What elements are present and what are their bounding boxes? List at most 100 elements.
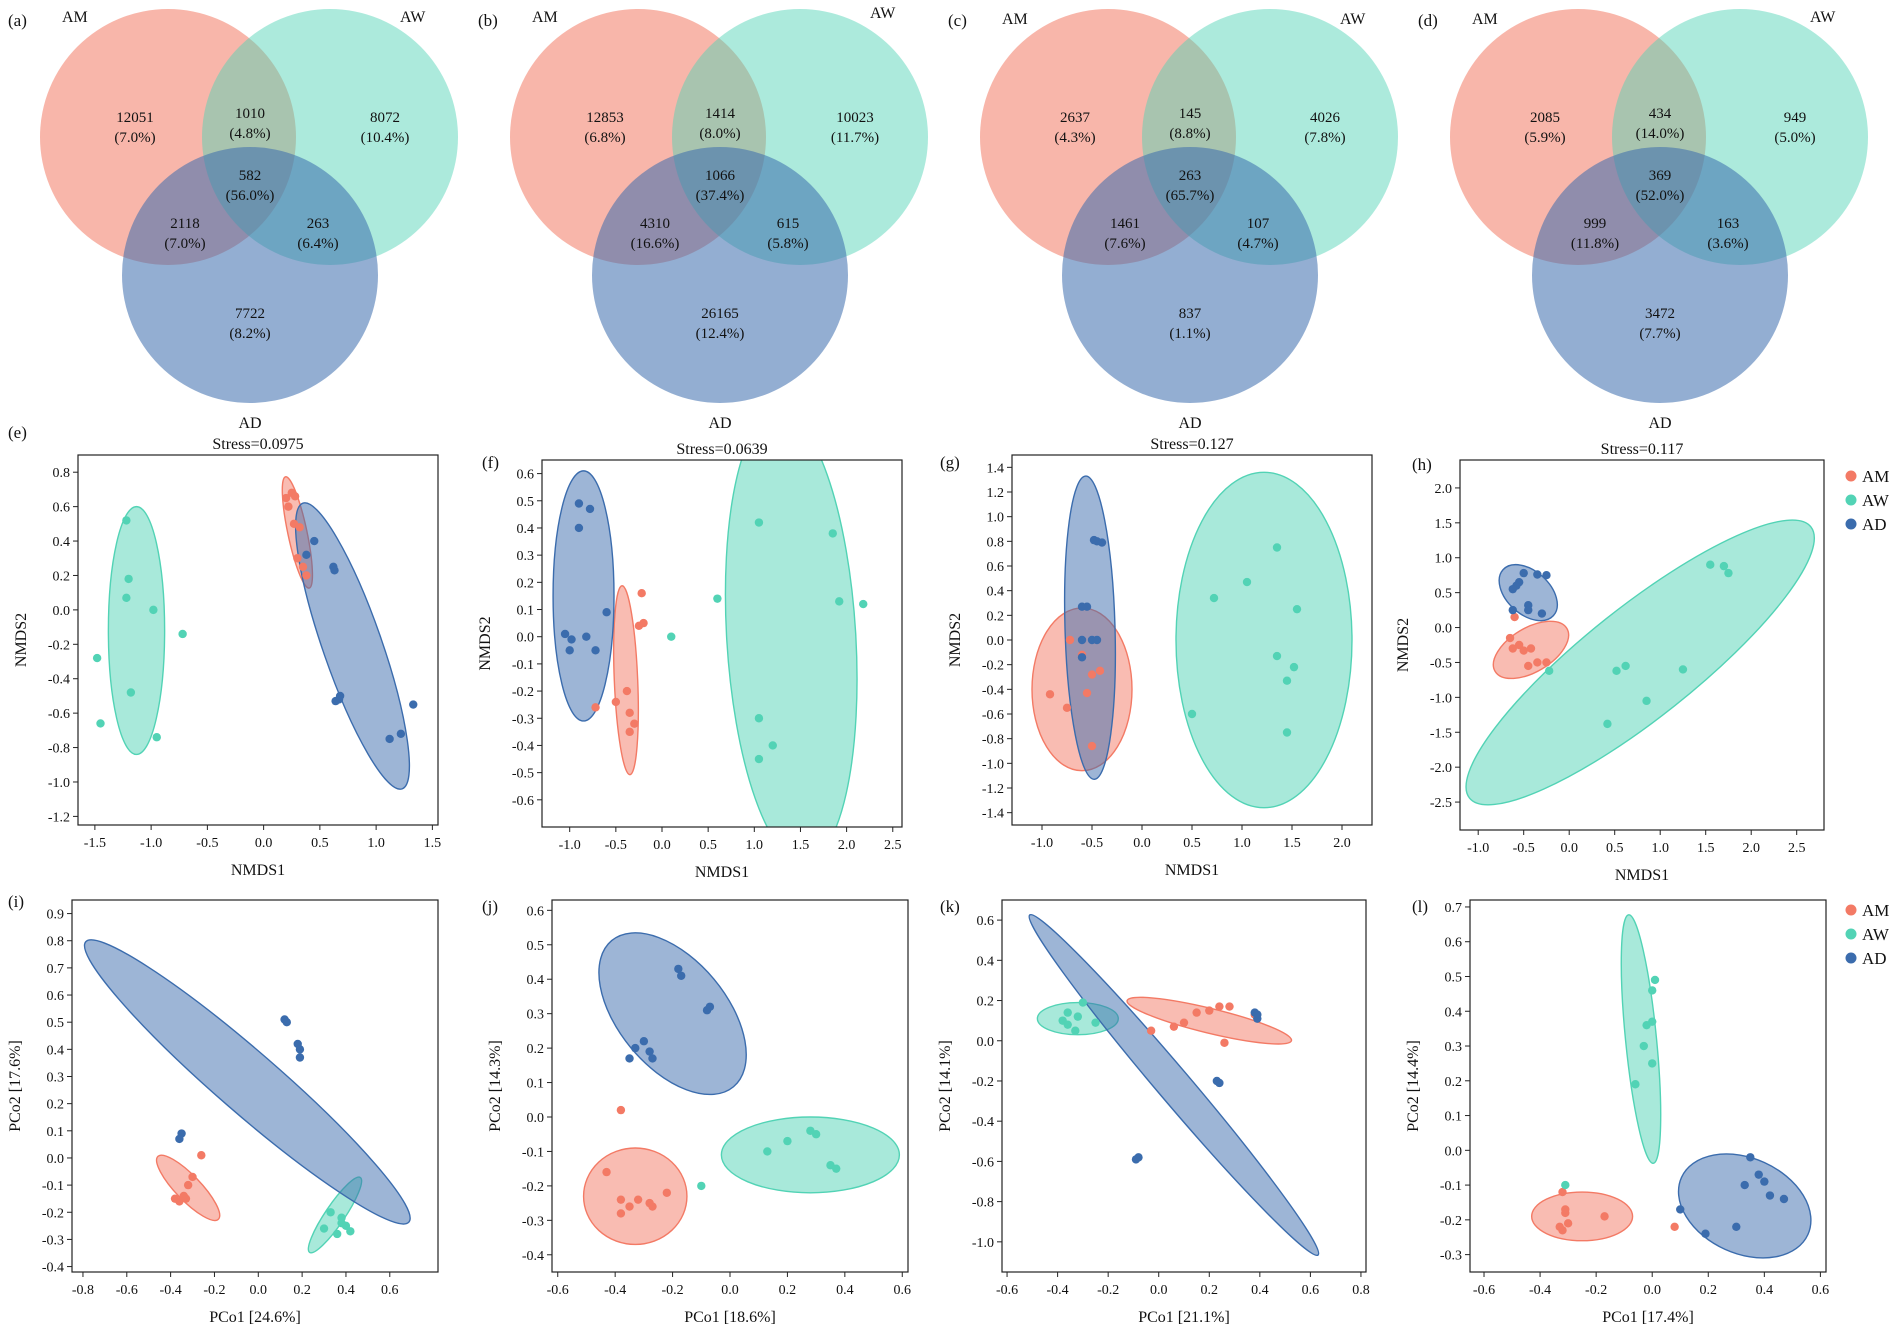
panel-label: (c) [948, 11, 967, 30]
confidence-ellipse-aw [107, 505, 166, 756]
venn-label-ad: AD [1648, 415, 1671, 432]
ordination-panel-1: (e) Stress=0.0975 -1.5 -1.0 -0.5 0.0 0.5 1.0 1.5… [8, 423, 441, 879]
x-axis-label: NMDS1 [695, 864, 749, 881]
venn-count-aw-only: 8072 [370, 110, 400, 126]
x-axis-label: PCo1 [17.4%] [1602, 1309, 1694, 1326]
x-tick-label: 0.5 [699, 838, 717, 853]
legend-marker-aw [1845, 928, 1857, 940]
legend-label-aw: AW [1862, 491, 1890, 510]
y-tick-label: 0.6 [977, 914, 995, 929]
data-point-ad [1740, 1180, 1749, 1190]
y-tick-label: -0.3 [42, 1233, 64, 1248]
venn-label-aw: AW [1810, 9, 1836, 26]
venn-percent-ad-only: (7.7%) [1639, 326, 1680, 342]
data-point-am [181, 1194, 191, 1203]
data-point-ad [295, 1045, 305, 1054]
venn-count-ad-only: 7722 [235, 306, 265, 322]
x-tick-label: -0.6 [116, 1283, 138, 1298]
data-point-am [662, 1188, 672, 1197]
venn-circle-ad [1062, 147, 1318, 403]
y-tick-label: 0.8 [53, 466, 71, 481]
data-point-am [1205, 1006, 1214, 1015]
legend-label-ad: AD [1862, 515, 1887, 534]
x-tick-label: 2.0 [838, 838, 856, 853]
venn-count-am-ad: 4310 [640, 216, 670, 232]
y-tick-label: -0.6 [48, 707, 70, 722]
x-tick-label: -0.5 [196, 836, 218, 851]
panel-label: (e) [8, 423, 27, 442]
plot-frame [541, 459, 903, 828]
data-point-am [1563, 1219, 1573, 1228]
x-tick-label: 0.0 [255, 836, 273, 851]
panel-label: (f) [482, 453, 499, 472]
data-point-am [637, 589, 646, 598]
confidence-ellipse-aw [1465, 519, 1816, 806]
data-point-am [1670, 1222, 1679, 1232]
venn-count-am-ad: 1461 [1110, 216, 1140, 232]
data-point-ad [1542, 570, 1551, 580]
data-point-aw [149, 605, 158, 615]
data-point-aw [1292, 604, 1302, 614]
data-point-ad [310, 536, 319, 546]
data-point-ad [574, 523, 584, 533]
venn-count-ad-only: 837 [1179, 306, 1202, 322]
data-point-ad [295, 1053, 305, 1062]
y-tick-label: 0.6 [527, 904, 545, 919]
data-point-ad [1508, 605, 1517, 615]
y-tick-label: -0.6 [972, 1155, 994, 1170]
y-tick-label: -0.2 [972, 1075, 994, 1090]
x-tick-label: 0.0 [1560, 841, 1578, 856]
y-tick-label: 0.2 [53, 569, 71, 584]
y-tick-label: -0.2 [1440, 1214, 1462, 1229]
x-tick-label: 0.0 [721, 1283, 739, 1298]
y-tick-label: -0.4 [512, 739, 534, 754]
x-tick-label: 1.5 [792, 838, 810, 853]
plot-area [1465, 519, 1816, 806]
ordination-panel-6: (j) -0.6 -0.4 -0.2 0.0 0.2 0.4 0.6 -0.4 -0.3 -0.2 -… [482, 897, 911, 1326]
ordination-panel-5: (i) -0.8 -0.6 -0.4 -0.2 0.0 0.2 0.4 0.6 -0.4 -0.3 -… [7, 892, 439, 1326]
confidence-ellipse-am [1530, 1191, 1634, 1242]
data-point-ad [1077, 635, 1087, 645]
venn-percent-aw-ad: (4.7%) [1237, 236, 1278, 252]
legend-marker-aw [1845, 494, 1857, 506]
venn-count-aw-ad: 163 [1717, 216, 1740, 232]
y-tick-label: 0.6 [53, 501, 71, 516]
x-tick-label: 0.5 [311, 836, 329, 851]
x-tick-label: -1.0 [1467, 841, 1489, 856]
data-point-ad [582, 632, 591, 641]
data-point-ad [335, 691, 345, 701]
data-point-ad [1131, 1155, 1141, 1164]
y-tick-label: -0.1 [1440, 1179, 1462, 1194]
data-point-am [1519, 646, 1528, 655]
x-tick-label: 1.5 [1283, 836, 1301, 851]
y-tick-label: -1.2 [48, 810, 70, 825]
venn-percent-all: (65.7%) [1166, 188, 1215, 204]
venn-count-am-ad: 2118 [170, 216, 199, 232]
y-tick-label: -0.8 [48, 742, 70, 757]
y-tick-label: -0.6 [512, 794, 534, 809]
confidence-ellipse-ad [294, 502, 411, 790]
y-tick-label: -0.5 [1430, 656, 1452, 671]
venn-label-ad: AD [238, 415, 261, 432]
y-tick-label: -1.0 [1430, 691, 1452, 706]
data-point-aw [152, 733, 161, 742]
data-point-aw [1642, 696, 1651, 706]
y-tick-label: 0.0 [527, 1111, 545, 1126]
y-tick-label: 0.5 [1445, 970, 1463, 985]
ordination-panel-3: (g) Stress=0.127 -1.0 -0.5 0.0 0.5 1.0 1.5 2.0 -1… [940, 436, 1373, 879]
data-point-am [1087, 670, 1097, 679]
data-point-aw [811, 1130, 821, 1139]
y-tick-label: 0.2 [977, 995, 995, 1010]
data-point-ad [1701, 1229, 1710, 1238]
x-axis-label: NMDS1 [1165, 862, 1219, 879]
data-point-ad [1754, 1170, 1763, 1179]
venn-circle-ad [1532, 147, 1788, 403]
data-point-am [1169, 1022, 1179, 1031]
venn-percent-ad-only: (8.2%) [229, 326, 270, 342]
data-point-aw [828, 529, 837, 538]
panel-label: (j) [482, 897, 498, 916]
data-point-ad [1732, 1222, 1741, 1232]
data-point-aw [92, 653, 102, 663]
data-point-ad [591, 646, 600, 655]
y-tick-label: 0.3 [47, 1070, 65, 1085]
